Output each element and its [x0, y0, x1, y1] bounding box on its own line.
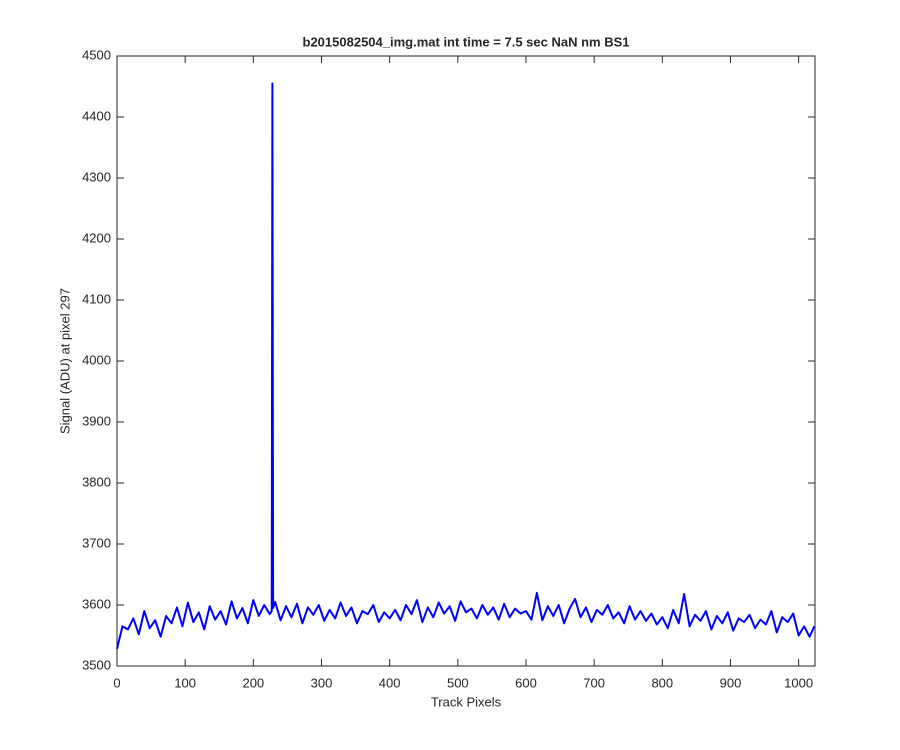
y-tick-label: 4000: [82, 352, 111, 367]
x-tick-label: 800: [651, 675, 673, 690]
x-tick-label: 700: [583, 675, 605, 690]
x-tick-label: 600: [515, 675, 537, 690]
x-tick-label: 900: [720, 675, 742, 690]
y-tick-label: 3500: [82, 657, 111, 672]
x-tick-label: 0: [113, 675, 120, 690]
y-tick-label: 4200: [82, 230, 111, 245]
y-tick-label: 4400: [82, 108, 111, 123]
chart-title: b2015082504_img.mat int time = 7.5 sec N…: [303, 34, 630, 49]
y-tick-label: 4300: [82, 169, 111, 184]
data-line: [116, 82, 816, 650]
x-axis-label: Track Pixels: [431, 694, 502, 709]
y-tick-label: 3600: [82, 596, 111, 611]
x-tick-label: 400: [379, 675, 401, 690]
y-tick-label: 3800: [82, 474, 111, 489]
x-tick-label: 1000: [784, 675, 813, 690]
x-tick-label: 300: [311, 675, 333, 690]
y-tick-label: 3900: [82, 413, 111, 428]
y-tick-label: 4500: [82, 47, 111, 62]
y-axis-label: Signal (ADU) at pixel 297: [57, 288, 72, 434]
y-tick-label: 3700: [82, 535, 111, 550]
x-tick-label: 100: [174, 675, 196, 690]
x-tick-label: 200: [242, 675, 264, 690]
x-tick-label: 500: [447, 675, 469, 690]
y-tick-label: 4100: [82, 291, 111, 306]
